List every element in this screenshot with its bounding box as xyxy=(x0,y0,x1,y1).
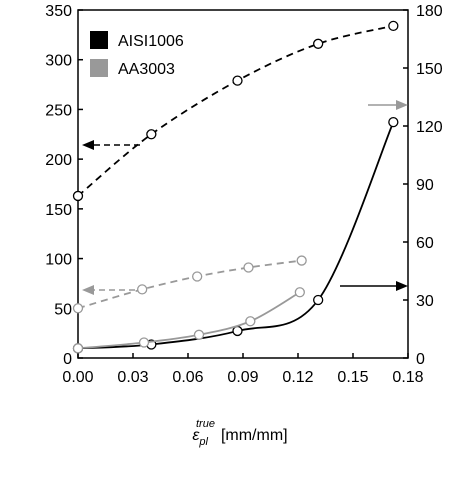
data-point xyxy=(313,294,324,306)
x-tick-label: 0.12 xyxy=(282,369,313,386)
data-point xyxy=(313,38,324,49)
data-point xyxy=(72,190,84,202)
legend-swatch xyxy=(90,59,108,77)
y-tick-label: 300 xyxy=(45,53,72,70)
data-point xyxy=(232,75,243,86)
x-tick-label: 0.06 xyxy=(172,369,203,386)
data-point xyxy=(72,303,84,314)
data-point xyxy=(245,316,256,327)
y2-tick-label: 90 xyxy=(416,177,434,194)
data-point xyxy=(72,343,84,354)
x-tick-label: 0.18 xyxy=(392,369,423,386)
y2-tick-label: 120 xyxy=(416,119,443,136)
y2-tick-label: 150 xyxy=(416,61,443,78)
data-point xyxy=(232,325,243,337)
data-point xyxy=(137,284,148,295)
x-label-unit: [mm/mm] xyxy=(221,427,288,444)
data-point xyxy=(138,337,150,348)
x-tick-label: 0.15 xyxy=(337,369,368,386)
data-point xyxy=(294,287,305,298)
series-line xyxy=(77,121,395,350)
y-tick-label: 350 xyxy=(45,3,72,20)
series-line xyxy=(77,259,302,310)
y2-tick-label: 0 xyxy=(416,351,425,368)
y2-tick-label: 30 xyxy=(416,293,434,310)
data-point xyxy=(192,271,203,282)
data-point xyxy=(243,262,254,273)
data-point xyxy=(388,116,399,128)
x-axis-label: εpl true [mm/mm] xyxy=(192,418,287,448)
y-tick-label: 0 xyxy=(63,351,72,368)
legend-label: AA3003 xyxy=(118,61,175,78)
x-label-sup: true xyxy=(196,418,215,430)
series-line xyxy=(77,25,394,197)
x-tick-label: 0.03 xyxy=(117,369,148,386)
annotation-arrows xyxy=(82,100,408,295)
x-label-sub: pl xyxy=(198,436,208,448)
x-label-symbol: ε xyxy=(192,427,200,444)
y2-tick-label: 60 xyxy=(416,235,434,252)
y2-tick-label: 180 xyxy=(416,3,443,20)
data-point xyxy=(146,129,157,140)
y-tick-label: 250 xyxy=(45,102,72,119)
legend-label: AISI1006 xyxy=(118,33,184,50)
legend: AISI1006 AA3003 xyxy=(90,31,184,78)
y-tick-label: 50 xyxy=(54,301,72,318)
y-tick-label: 150 xyxy=(45,202,72,219)
y-tick-label: 200 xyxy=(45,152,72,169)
data-point xyxy=(193,329,205,340)
data-point xyxy=(296,255,307,266)
x-tick-label: 0.09 xyxy=(227,369,258,386)
legend-swatch xyxy=(90,31,108,49)
data-point xyxy=(388,20,399,32)
x-tick-label: 0.00 xyxy=(62,369,93,386)
y-tick-label: 100 xyxy=(45,252,72,269)
